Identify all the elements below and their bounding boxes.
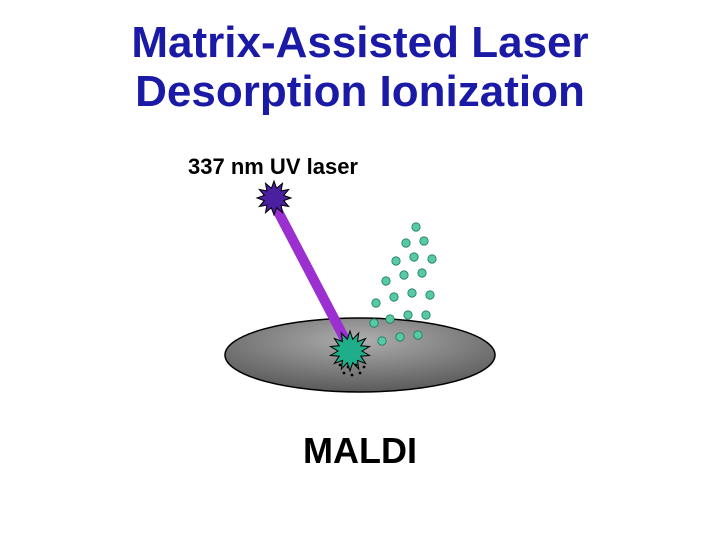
caption: MALDI [0, 430, 720, 472]
title-line-1: Matrix-Assisted Laser [131, 18, 588, 67]
maldi-diagram [150, 165, 570, 425]
title-line-2: Desorption Ionization [135, 67, 585, 116]
page-title: Matrix-Assisted Laser Desorption Ionizat… [0, 18, 720, 117]
laser-source-icon [257, 181, 291, 215]
